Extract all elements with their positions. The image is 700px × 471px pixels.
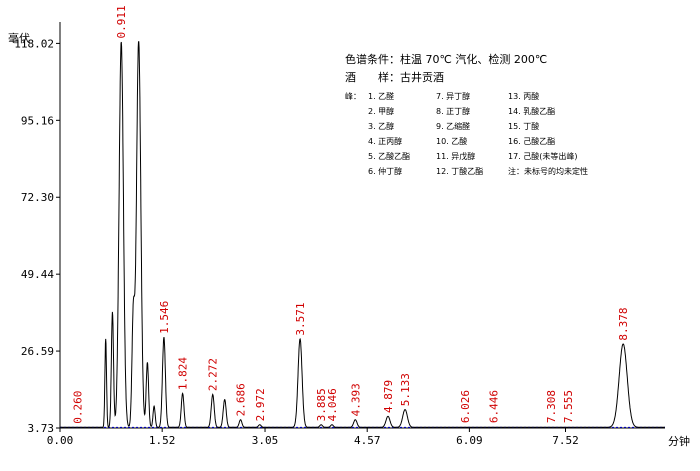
legend-col2-1: 7. 异丁醇	[436, 91, 470, 101]
conditions-line-2: 酒 样：古井贡酒	[345, 70, 444, 84]
peak-label: 1.546	[158, 301, 171, 334]
peak-label: 2.686	[235, 383, 248, 416]
legend-col1-4: 4. 正丙醇	[368, 136, 402, 146]
peak-label: 4.393	[349, 383, 362, 416]
conditions-line-1: 色谱条件：柱温 70℃ 汽化、检测 200℃	[345, 52, 547, 66]
peak-label: 0.911	[115, 5, 128, 38]
legend-col3-2: 14. 乳酸乙酯	[508, 106, 555, 116]
legend-col1-6: 6. 仲丁醇	[368, 166, 402, 176]
x-tick-label: 7.52	[552, 434, 579, 447]
legend-col1-3: 3. 乙醇	[368, 121, 394, 131]
x-tick-label: 4.57	[354, 434, 381, 447]
legend-col3-4: 16. 己酸乙酯	[508, 136, 555, 146]
x-tick-label: 6.09	[456, 434, 483, 447]
legend-col1-5: 5. 乙酸乙酯	[368, 151, 410, 161]
peak-label: 7.308	[545, 390, 558, 423]
legend-col3-3: 15. 丁酸	[508, 121, 539, 131]
peak-label: 5.133	[399, 373, 412, 406]
peak-label: 8.378	[617, 308, 630, 341]
peak-label: 2.272	[207, 358, 220, 391]
x-tick-label: 1.52	[149, 434, 176, 447]
x-tick-label: 3.05	[252, 434, 279, 447]
peak-label: 6.446	[487, 390, 500, 423]
x-tick-label: 0.00	[47, 434, 74, 447]
y-tick-label: 95.16	[21, 114, 54, 127]
legend-col2-5: 11. 异戊醇	[436, 151, 475, 161]
peak-label: 6.026	[459, 390, 472, 423]
peak-label: 2.972	[254, 388, 267, 421]
y-tick-label: 118.02	[14, 37, 54, 50]
peak-label: 0.260	[71, 391, 84, 424]
conditions-box: 色谱条件：柱温 70℃ 汽化、检测 200℃ 酒 样：古井贡酒 峰： 1. 乙醛…	[345, 52, 588, 176]
peak-labels: 0.260 0.911 1.546 1.824 2.272 2.686 2.972 3.571…	[71, 5, 630, 423]
peak-label: 3.885	[315, 388, 328, 421]
legend-col3-6: 注：未标号的均未定性	[508, 166, 588, 176]
y-tick-label: 72.30	[21, 191, 54, 204]
y-tick-label: 26.59	[21, 345, 54, 358]
chromatogram-trace	[60, 41, 665, 428]
y-axis-title: 毫伏	[8, 31, 30, 45]
legend-col3-1: 13. 丙酸	[508, 91, 539, 101]
legend-col1-1: 1. 乙醛	[368, 91, 394, 101]
legend-col2-2: 8. 正丁醇	[436, 106, 470, 116]
legend-col1-2: 2. 甲醇	[368, 106, 394, 116]
peak-label: 1.824	[177, 357, 190, 390]
legend-col3-5: 17. 己酸(未等出峰)	[508, 151, 578, 161]
trace-layer	[60, 41, 665, 428]
y-tick-label: 3.73	[28, 422, 55, 435]
x-axis-title: 分钟	[668, 434, 690, 448]
peak-label: 4.879	[382, 380, 395, 413]
peak-label: 7.555	[562, 390, 575, 423]
legend-col2-3: 9. 乙缩醛	[436, 121, 470, 131]
y-tick-label: 49.44	[21, 268, 54, 281]
legend-col2-4: 10. 乙酸	[436, 136, 467, 146]
peak-label: 3.571	[294, 302, 307, 335]
legend-prefix: 峰：	[345, 91, 361, 101]
legend-col2-6: 12. 丁酸乙酯	[436, 166, 483, 176]
peak-label: 4.046	[326, 388, 339, 421]
